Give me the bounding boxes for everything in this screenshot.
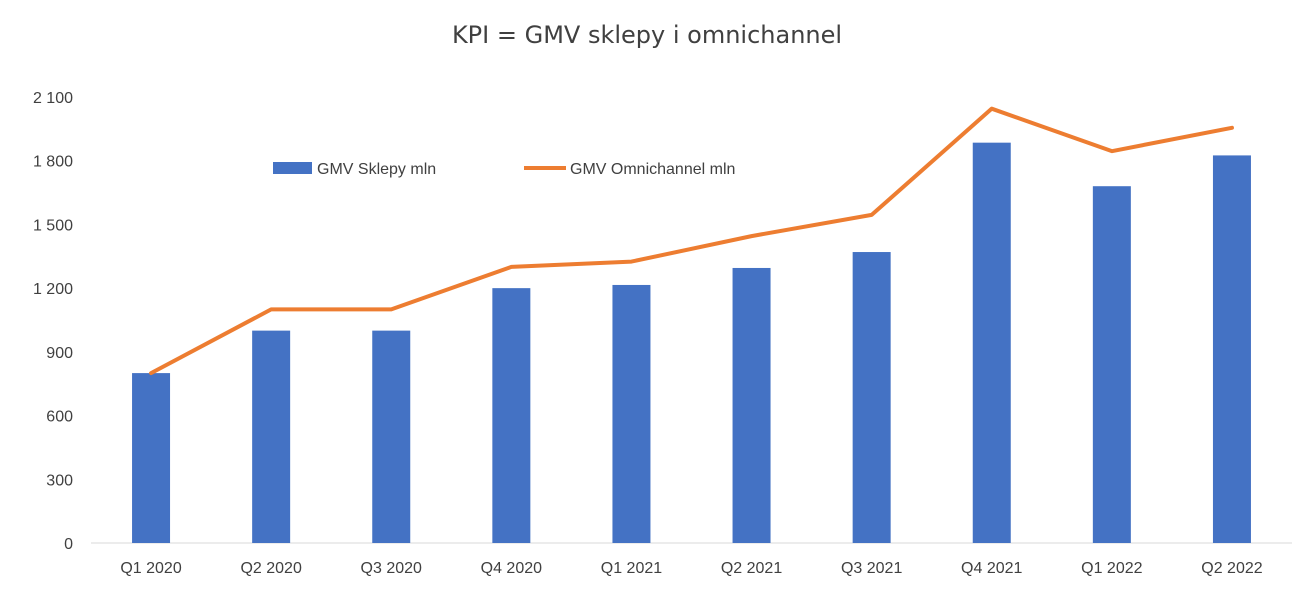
- y-tick-label: 300: [46, 472, 73, 489]
- bar: [732, 267, 771, 543]
- bar: [1212, 155, 1251, 543]
- x-tick-label: Q1 2021: [601, 560, 662, 577]
- bar: [852, 252, 891, 544]
- legend-label-line: GMV Omnichannel mln: [570, 161, 735, 178]
- x-tick-label: Q2 2020: [240, 560, 301, 577]
- x-tick-label: Q1 2022: [1081, 560, 1142, 577]
- y-tick-label: 900: [46, 345, 73, 362]
- legend-label-bar: GMV Sklepy mln: [317, 161, 436, 178]
- y-tick-label: 1 500: [33, 217, 73, 234]
- y-tick-label: 1 800: [33, 154, 73, 171]
- line-point: [1111, 150, 1113, 152]
- x-tick-label: Q4 2021: [961, 560, 1022, 577]
- line-point: [871, 214, 873, 216]
- line-point: [991, 108, 993, 110]
- y-axis-ticks: 0 300 600 900 1 200 1 500 1 800 2 100: [33, 90, 73, 553]
- bar: [612, 284, 651, 543]
- line-point: [751, 235, 753, 237]
- bar: [492, 288, 531, 543]
- bar: [1092, 186, 1131, 543]
- line-point: [270, 308, 272, 310]
- x-axis-ticks: Q1 2020 Q2 2020 Q3 2020 Q4 2020 Q1 2021 Q2 20…: [120, 560, 1262, 577]
- bar: [972, 142, 1011, 543]
- x-tick-label: Q1 2020: [120, 560, 181, 577]
- x-tick-label: Q2 2021: [721, 560, 782, 577]
- line-point: [390, 308, 392, 310]
- x-tick-label: Q3 2020: [361, 560, 422, 577]
- series-line: [149, 106, 1234, 376]
- x-tick-label: Q2 2022: [1201, 560, 1262, 577]
- y-tick-label: 0: [64, 536, 73, 553]
- y-tick-label: 2 100: [33, 90, 73, 107]
- line-point: [630, 261, 632, 263]
- chart-title: KPI = GMV sklepy i omnichannel: [452, 21, 842, 49]
- x-tick-label: Q4 2020: [481, 560, 542, 577]
- y-tick-label: 1 200: [33, 281, 73, 298]
- line-series: [149, 106, 1234, 376]
- legend-swatch-bar: [273, 162, 312, 174]
- bar-series: [132, 142, 1251, 544]
- y-tick-label: 600: [46, 409, 73, 426]
- line-point: [150, 372, 152, 374]
- line-point: [510, 266, 512, 268]
- legend: GMV Sklepy mln GMV Omnichannel mln: [273, 161, 735, 178]
- x-tick-label: Q3 2021: [841, 560, 902, 577]
- bar: [252, 330, 291, 543]
- bar: [372, 330, 411, 543]
- bar: [132, 373, 171, 543]
- line-point: [1231, 127, 1233, 129]
